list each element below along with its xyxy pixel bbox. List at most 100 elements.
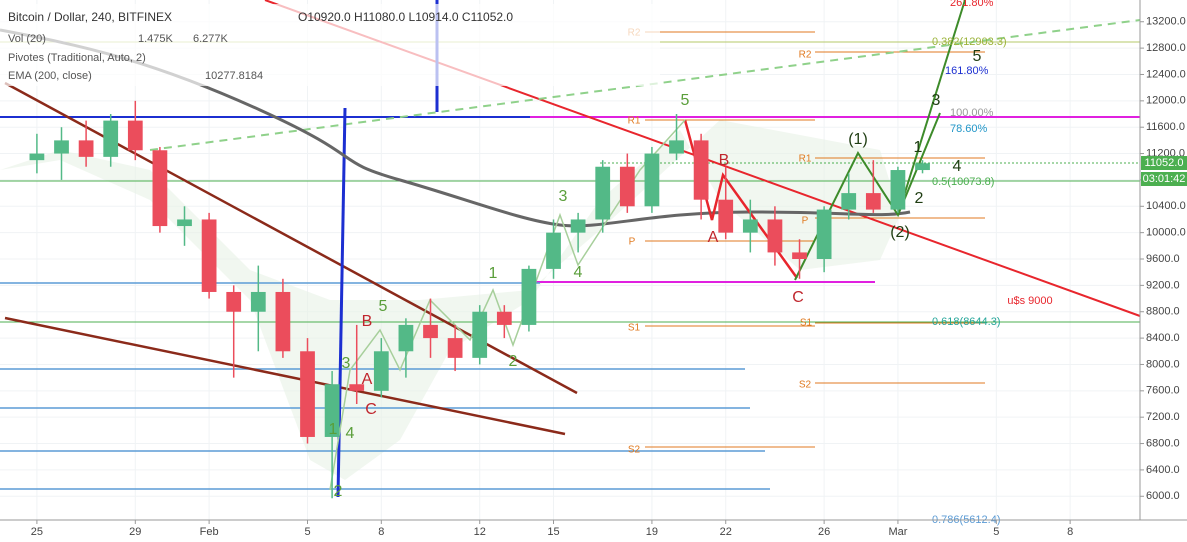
x-tick-label: 26 — [818, 526, 830, 538]
wave-label: C — [365, 401, 377, 418]
timer-tag — [1141, 172, 1187, 186]
wave-label: 2 — [334, 483, 343, 500]
wave-label: B — [362, 313, 373, 330]
candle-body — [300, 351, 315, 437]
wave-label: 4 — [953, 158, 962, 175]
x-tick-label: 5 — [993, 526, 999, 538]
y-tick-label: 11600.0 — [1146, 121, 1185, 133]
candle-body — [472, 311, 488, 358]
candle-body — [570, 219, 586, 233]
y-tick-label: 9600.0 — [1146, 253, 1180, 265]
y-tick-label: 8400.0 — [1146, 332, 1180, 344]
price-tag-label: 11052.0 — [1145, 157, 1184, 169]
fib-label: 0.5(10073.8) — [932, 176, 994, 188]
wave-label: B — [719, 152, 730, 169]
indicator-name[interactable]: Vol (20) — [8, 33, 46, 45]
candle-body — [595, 166, 611, 220]
y-tick-label: 12400.0 — [1146, 68, 1186, 80]
wave-label: 4 — [346, 425, 355, 442]
candle-body — [177, 219, 192, 227]
candle-body — [324, 384, 340, 437]
y-tick-label: 6400.0 — [1146, 464, 1180, 476]
candles — [29, 100, 930, 499]
candle-body — [103, 120, 119, 157]
candle-body — [127, 120, 143, 151]
candle-body — [767, 219, 783, 253]
candle-body — [669, 140, 684, 154]
y-tick-label: 8800.0 — [1146, 306, 1180, 318]
candle-body — [398, 324, 414, 352]
fib-label: 261.80% — [950, 0, 994, 9]
indicator-name[interactable]: EMA (200, close) — [8, 70, 92, 82]
x-tick-label: 22 — [720, 526, 732, 538]
wave-label: 3 — [559, 188, 568, 205]
pivot-label: S1 — [628, 323, 641, 334]
candle-body — [816, 209, 832, 260]
y-tick-label: 7200.0 — [1146, 411, 1180, 423]
pivot-label: R2 — [799, 50, 812, 61]
y-tick-label: 12800.0 — [1146, 42, 1186, 54]
price-note: u$s 9000 — [1007, 295, 1052, 307]
x-tick-label: 12 — [474, 526, 486, 538]
candle-body — [423, 324, 438, 339]
axis-labels: 6000.0 6400.0 6800.0 7200.0 7600.0 8000.0 8400… — [31, 16, 1186, 538]
candle-body — [447, 338, 463, 358]
indicator-value: 10277.8184 — [205, 70, 263, 82]
y-tick-label: 9200.0 — [1146, 279, 1180, 291]
y-tick-label: 10000.0 — [1146, 227, 1186, 239]
timer-label: 03:01:42 — [1143, 173, 1186, 185]
fib-label: 0.618(8644.3) — [932, 316, 1001, 328]
x-tick-label: 8 — [378, 526, 384, 538]
indicator-value: 6.277K — [193, 33, 229, 45]
x-tick-label: 29 — [129, 526, 141, 538]
trend-line — [4, 316, 566, 436]
candle-body — [54, 140, 69, 154]
candle-body — [521, 268, 537, 325]
wave-label: A — [708, 229, 719, 246]
pivot-label: R1 — [799, 154, 812, 165]
x-tick-label: 15 — [547, 526, 559, 538]
candle-body — [841, 193, 857, 210]
wave-label: 2 — [509, 353, 518, 370]
wave-label: 5 — [379, 298, 388, 315]
ohlc: O10920.0 H11080.0 L10914.0 C11052.0 — [298, 10, 513, 24]
candle-body — [78, 140, 94, 157]
wave-label: 1 — [489, 265, 498, 282]
grid — [0, 0, 1140, 520]
wave-label: C — [792, 289, 804, 306]
candle-body — [546, 232, 561, 269]
y-tick-label: 6800.0 — [1146, 437, 1180, 449]
y-tick-label: 7600.0 — [1146, 385, 1180, 397]
indicator-value: 1.475K — [138, 33, 174, 45]
candle-body — [250, 291, 266, 312]
y-tick-label: 10400.0 — [1146, 200, 1186, 212]
candle-body — [693, 140, 709, 200]
candle-body — [226, 291, 242, 312]
candle-body — [152, 150, 168, 227]
wave-label: 3 — [342, 355, 351, 372]
x-tick-label: 19 — [646, 526, 658, 538]
fib-label: 78.60% — [950, 123, 988, 135]
x-tick-label: 25 — [31, 526, 43, 538]
x-tick-label: 8 — [1067, 526, 1073, 538]
symbol-title[interactable]: Bitcoin / Dollar, 240, BITFINEX — [8, 10, 172, 24]
wave-label: 4 — [574, 264, 583, 281]
candle-body — [890, 170, 906, 210]
candle-body — [742, 219, 758, 233]
fib-label: 161.80% — [945, 65, 989, 77]
wave-label: 1 — [914, 139, 923, 156]
y-tick-label: 8000.0 — [1146, 358, 1180, 370]
pivot-lines — [645, 31, 985, 448]
candle-body — [373, 351, 389, 391]
wave-label: (1) — [848, 131, 868, 148]
indicator-name[interactable]: Pivotes (Traditional, Auto, 2) — [8, 52, 146, 64]
candle-body — [915, 163, 930, 171]
fib-label: 0.382(12903.3) — [932, 36, 1007, 48]
wave-label: (2) — [890, 224, 910, 241]
y-tick-label: 6000.0 — [1146, 490, 1180, 502]
candle-body — [619, 166, 635, 207]
pivot-label: S2 — [628, 445, 641, 456]
wave-label: 3 — [932, 92, 941, 109]
candle-body — [718, 199, 734, 233]
